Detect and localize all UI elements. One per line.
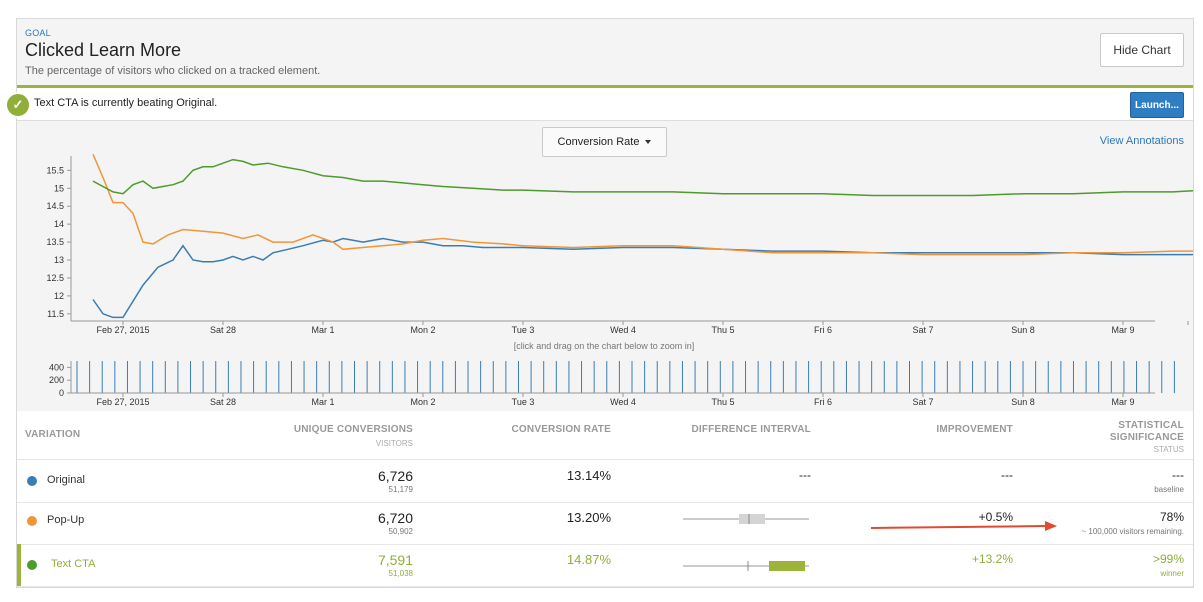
metric-select[interactable]: Conversion Rate: [542, 127, 667, 157]
visitors-count: 50,902: [388, 527, 413, 536]
goal-card: GOAL Clicked Learn More The percentage o…: [5, 18, 1194, 588]
goal-label: GOAL: [25, 28, 51, 38]
x-tick-label: Tue 3: [512, 325, 535, 335]
significance-status: baseline: [1154, 485, 1184, 494]
bar-y-tick-label: 400: [49, 362, 64, 372]
bar-x-tick-label: Sun 8: [1011, 397, 1035, 407]
unique-conversions: 6,720: [377, 510, 413, 526]
y-tick-label: 15.5: [46, 165, 64, 175]
x-tick-label: Thu 5: [711, 325, 734, 335]
x-tick-label: Fri 6: [814, 325, 832, 335]
view-annotations-link[interactable]: View Annotations: [1099, 135, 1184, 147]
bar-x-tick-label: Mar 9: [1111, 397, 1134, 407]
x-tick-label: Mon 2: [410, 325, 435, 335]
significance-status: ~ 100,000 visitors remaining.: [1081, 527, 1185, 536]
y-tick-label: 12.5: [46, 273, 64, 283]
check-icon: ✓: [5, 92, 31, 118]
goal-header: GOAL Clicked Learn More The percentage o…: [17, 19, 1193, 85]
series-line-original: [92, 237, 1193, 319]
series-line-text-cta: [92, 158, 1193, 197]
bar-x-tick-label: Mon 2: [410, 397, 435, 407]
header-visitors: VISITORS: [375, 439, 413, 448]
y-tick-label: 13.5: [46, 237, 64, 247]
y-tick-label: 12: [54, 291, 64, 301]
header-variation: VARIATION: [25, 429, 81, 440]
goal-description: The percentage of visitors who clicked o…: [25, 65, 321, 77]
results-table: VARIATION UNIQUE CONVERSIONS VISITORS CO…: [17, 411, 1193, 587]
significance: 78%: [1159, 510, 1184, 524]
text-cta-color-dot: [27, 560, 37, 570]
bar-x-tick-label: Wed 4: [610, 397, 636, 407]
bar-x-tick-label: Sat 28: [210, 397, 236, 407]
original-color-dot: [27, 476, 37, 486]
x-tick-label: Sat 7: [912, 325, 933, 335]
x-tick-label: Mar 9: [1111, 325, 1134, 335]
header-unique-conversions: UNIQUE CONVERSIONS: [293, 424, 413, 435]
significance-status: winner: [1160, 569, 1184, 578]
bar-x-tick-label: Sat 7: [912, 397, 933, 407]
improvement: +13.2%: [971, 552, 1013, 566]
red-arrow-annotation: [870, 521, 1057, 531]
variation-name: Pop-Up: [47, 514, 85, 526]
visitors-count: 51,038: [388, 569, 413, 578]
y-tick-label: 11.5: [47, 309, 64, 319]
variation-name: Original: [47, 474, 85, 486]
chart-area: Conversion Rate View Annotations 11.5 12 1…: [17, 121, 1193, 409]
bar-x-tick-label: Fri 6: [814, 397, 832, 407]
launch-button[interactable]: Launch...: [1130, 92, 1184, 118]
metric-select-label: Conversion Rate: [557, 136, 640, 148]
series-line-pop-up: [92, 153, 1193, 256]
variation-name: Text CTA: [51, 558, 96, 570]
bar-x-tick-label: Thu 5: [711, 397, 734, 407]
winner-indicator-bar: [17, 544, 21, 586]
difference-interval-bar: [683, 561, 809, 571]
x-tick-label: Mar 1: [311, 325, 334, 335]
bar-x-tick-label: Mar 1: [311, 397, 334, 407]
conversion-rate: 14.87%: [566, 552, 611, 567]
goal-title: Clicked Learn More: [25, 40, 182, 60]
header-improvement: IMPROVEMENT: [936, 424, 1013, 435]
y-tick-label: 13: [54, 255, 64, 265]
table-row-original[interactable]: Original 6,726 51,179 13.14% --- --- ---…: [17, 460, 1193, 503]
hide-chart-button[interactable]: Hide Chart: [1100, 33, 1184, 67]
significance: >99%: [1152, 552, 1184, 566]
header-statistical: STATISTICAL: [1118, 420, 1184, 431]
y-tick-label: 14: [54, 219, 64, 229]
x-tick-label: Sun 8: [1011, 325, 1035, 335]
bar-x-tick-label: Feb 27, 2015: [96, 397, 149, 407]
significance: ---: [1172, 468, 1184, 482]
x-tick-label: Wed 4: [610, 325, 636, 335]
popup-color-dot: [27, 516, 37, 526]
x-tick-label: Sat 28: [210, 325, 236, 335]
unique-conversions: 7,591: [377, 552, 413, 568]
banner-text: Text CTA is currently beating Original.: [34, 97, 218, 109]
header-difference-interval: DIFFERENCE INTERVAL: [691, 424, 811, 435]
improvement: ---: [1001, 468, 1013, 482]
accent-divider: [17, 85, 1193, 88]
table-header: VARIATION UNIQUE CONVERSIONS VISITORS CO…: [17, 411, 1193, 460]
difference-interval-bar: [683, 514, 809, 524]
conversion-rate-line-chart[interactable]: 11.5 12 12.5 13 13.5 14 14.5 15 15.5 Feb 27, 201…: [17, 121, 1193, 409]
x-tick-label: Feb 27, 2015: [96, 325, 149, 335]
conversion-rate: 13.14%: [566, 468, 611, 483]
bar-y-tick-label: 0: [59, 388, 64, 398]
bar-x-tick-label: Tue 3: [512, 397, 535, 407]
y-tick-label: 15: [54, 183, 64, 193]
y-tick-label: 14.5: [46, 201, 64, 211]
table-row-popup[interactable]: Pop-Up 6,720 50,902 13.20% +0.5% 78% ~ 1…: [17, 502, 1193, 545]
zoom-hint: [click and drag on the chart below to zo…: [514, 341, 695, 351]
header-significance: SIGNIFICANCE: [1109, 432, 1184, 443]
header-conversion-rate: CONVERSION RATE: [511, 424, 611, 435]
table-row-text-cta[interactable]: Text CTA 7,591 51,038 14.87% +13.2% >99%…: [17, 544, 1193, 587]
difference-interval: ---: [799, 468, 811, 482]
improvement: +0.5%: [978, 510, 1013, 524]
conversion-rate: 13.20%: [566, 510, 611, 525]
visitors-count: 51,179: [388, 485, 413, 494]
caret-down-icon: [645, 140, 652, 144]
status-banner: ✓ Text CTA is currently beating Original…: [5, 88, 1193, 121]
unique-conversions: 6,726: [377, 468, 413, 484]
header-status: STATUS: [1153, 445, 1184, 454]
bar-y-tick-label: 200: [49, 375, 64, 385]
